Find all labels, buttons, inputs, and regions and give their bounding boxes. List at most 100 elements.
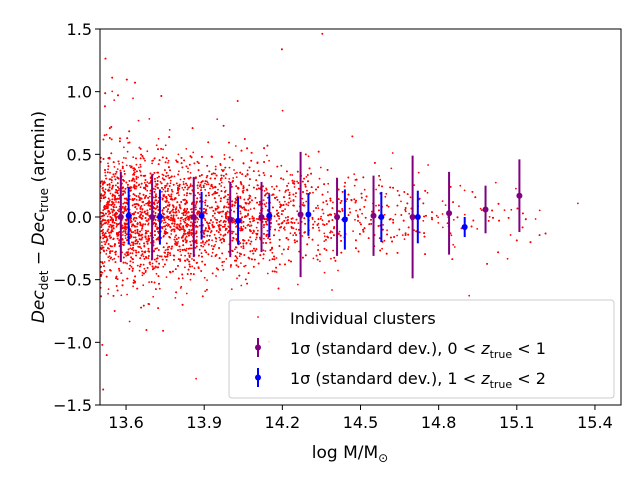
cluster-point (188, 232, 191, 235)
cluster-point (452, 219, 455, 221)
cluster-point (409, 196, 412, 199)
cluster-point (178, 194, 180, 197)
cluster-point (206, 279, 209, 281)
cluster-point (242, 225, 245, 228)
cluster-point (118, 239, 121, 242)
cluster-point (181, 277, 184, 280)
cluster-point (171, 245, 174, 248)
cluster-point (146, 150, 149, 153)
cluster-point (190, 244, 193, 247)
cluster-point (124, 261, 127, 264)
cluster-point (118, 208, 121, 211)
cluster-point (116, 168, 119, 171)
cluster-point (194, 204, 197, 207)
cluster-point (205, 212, 208, 215)
cluster-point (132, 261, 135, 264)
cluster-point (126, 262, 128, 265)
cluster-point (180, 201, 183, 203)
cluster-point (534, 218, 537, 220)
cluster-point (121, 161, 124, 164)
cluster-point (257, 170, 260, 173)
cluster-point (262, 257, 265, 260)
cluster-point (140, 205, 143, 207)
cluster-point (381, 185, 383, 188)
cluster-point (396, 234, 398, 237)
cluster-point (125, 164, 128, 167)
cluster-point (183, 194, 186, 196)
cluster-point (451, 258, 454, 260)
cluster-point (312, 257, 315, 260)
cluster-point (161, 177, 164, 180)
cluster-point (233, 218, 236, 221)
cluster-point (255, 218, 258, 220)
cluster-point (353, 173, 356, 176)
cluster-point (143, 267, 146, 270)
cluster-point (450, 234, 453, 237)
cluster-point (312, 191, 314, 194)
cluster-point (146, 181, 149, 184)
cluster-point (284, 200, 286, 203)
cluster-point (111, 250, 114, 253)
cluster-point (225, 258, 228, 260)
cluster-point (132, 169, 135, 172)
cluster-point (186, 207, 189, 210)
cluster-point (338, 230, 341, 233)
cluster-point (134, 232, 137, 235)
cluster-point (307, 155, 310, 158)
cluster-point (317, 218, 320, 221)
cluster-point (330, 230, 332, 233)
cluster-point (130, 241, 133, 244)
cluster-point (322, 212, 325, 215)
cluster-point (262, 249, 265, 252)
cluster-point (104, 188, 107, 191)
cluster-point (152, 159, 154, 162)
cluster-point (154, 188, 157, 191)
cluster-point (360, 192, 363, 195)
cluster-point (105, 133, 108, 136)
cluster-point (138, 166, 140, 169)
cluster-point (184, 238, 187, 241)
cluster-point (233, 169, 235, 171)
cluster-point (197, 218, 200, 221)
cluster-point (305, 200, 308, 203)
cluster-point (109, 171, 111, 174)
cluster-point (132, 285, 135, 288)
cluster-point (176, 227, 179, 230)
cluster-point (215, 221, 218, 224)
cluster-point (298, 250, 300, 253)
cluster-point (476, 228, 479, 230)
cluster-point (263, 237, 265, 240)
cluster-point (223, 260, 226, 263)
cluster-point (105, 253, 108, 255)
cluster-point (146, 212, 149, 214)
cluster-point (289, 200, 292, 203)
cluster-point (221, 215, 223, 218)
cluster-point (188, 228, 191, 231)
cluster-point (123, 210, 126, 213)
cluster-point (146, 230, 149, 233)
cluster-point (106, 215, 109, 218)
cluster-point (296, 210, 299, 213)
cluster-point (173, 220, 176, 223)
cluster-point (206, 288, 208, 291)
cluster-point (184, 254, 187, 257)
cluster-point (139, 166, 142, 168)
cluster-point (139, 163, 142, 166)
cluster-point (185, 148, 188, 150)
cluster-point (263, 226, 265, 229)
cluster-point (340, 251, 343, 254)
cluster-point (164, 190, 167, 193)
cluster-point (306, 174, 309, 176)
cluster-point (196, 235, 198, 238)
cluster-point (268, 259, 271, 262)
cluster-point (144, 229, 147, 232)
cluster-point (235, 192, 238, 195)
cluster-point (310, 172, 312, 175)
cluster-point (139, 459, 141, 461)
cluster-point (110, 208, 113, 211)
cluster-point (280, 164, 283, 167)
cluster-point (185, 232, 187, 235)
cluster-point (196, 221, 199, 223)
cluster-point (354, 218, 356, 221)
cluster-point (205, 183, 208, 186)
